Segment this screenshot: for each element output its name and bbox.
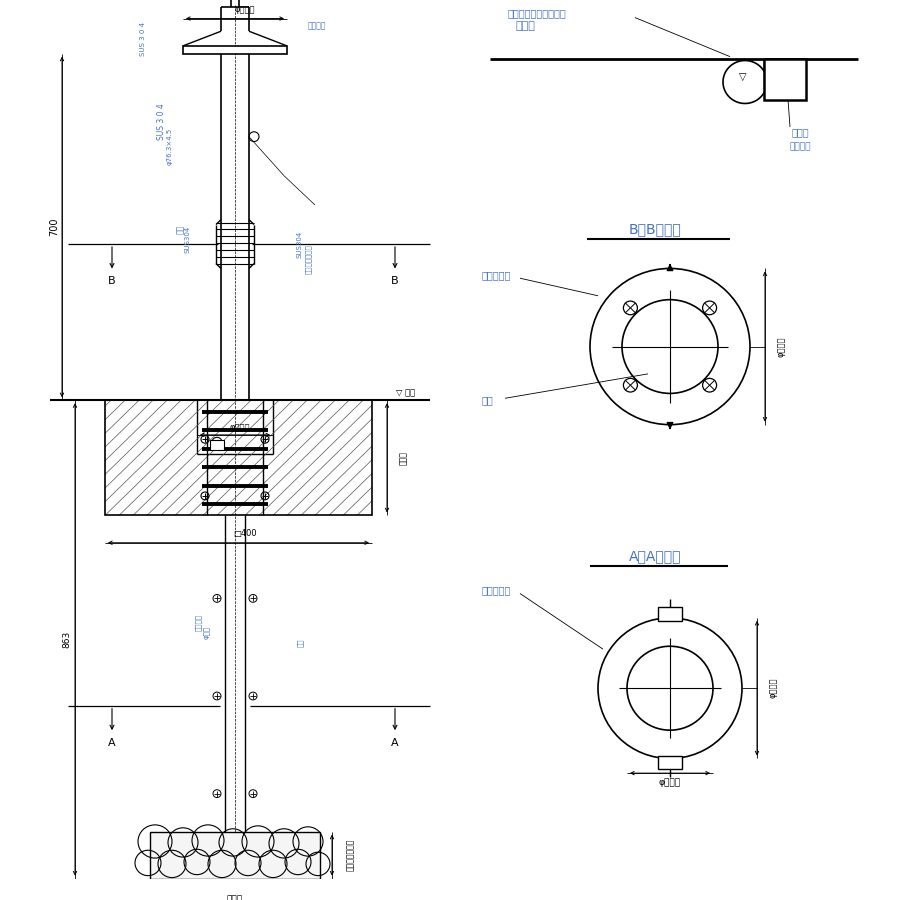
Text: ▽: ▽ xyxy=(739,72,747,82)
Text: SUS 3 0 4: SUS 3 0 4 xyxy=(158,104,166,140)
Text: ２８０: ２８０ xyxy=(399,451,408,464)
Text: A－A　断面: A－A 断面 xyxy=(629,549,681,563)
Text: φ１４０: φ１４０ xyxy=(235,5,256,14)
Bar xyxy=(183,46,287,54)
Text: アルミ鋳物: アルミ鋳物 xyxy=(482,586,511,596)
Text: B－B　矢視: B－B 矢視 xyxy=(628,222,681,237)
Text: SUS 3 0 4: SUS 3 0 4 xyxy=(140,22,146,56)
Text: １６０: １６０ xyxy=(227,896,243,900)
Text: ２５ｍｍ: ２５ｍｍ xyxy=(789,142,811,151)
Text: φ２０: φ２０ xyxy=(202,626,210,639)
Bar xyxy=(150,832,320,878)
Text: アルミ鋳物: アルミ鋳物 xyxy=(482,270,511,280)
Bar xyxy=(210,440,224,450)
Text: 支柱: 支柱 xyxy=(482,395,494,405)
Text: φ１６０: φ１６０ xyxy=(230,423,250,432)
Text: □400: □400 xyxy=(233,529,256,538)
Text: 外管: 外管 xyxy=(176,225,184,234)
Bar xyxy=(764,58,806,100)
Text: A: A xyxy=(392,738,399,748)
Text: 700: 700 xyxy=(49,217,59,236)
Text: A: A xyxy=(108,738,116,748)
Text: B: B xyxy=(392,276,399,286)
Text: 南京錠: 南京錠 xyxy=(791,127,809,137)
Bar xyxy=(658,756,682,770)
Text: クイックロック: クイックロック xyxy=(305,244,311,274)
Text: 鍵ピン内蔵式（バネ）: 鍵ピン内蔵式（バネ） xyxy=(508,8,567,18)
Text: ▽ ＧＬ: ▽ ＧＬ xyxy=(396,388,415,397)
Text: B: B xyxy=(108,276,116,286)
Text: 鋼管: 鋼管 xyxy=(297,638,303,646)
Text: SUS304: SUS304 xyxy=(297,230,303,257)
Text: 863: 863 xyxy=(62,631,71,648)
Text: φ１６０: φ１６０ xyxy=(769,678,778,698)
Text: １８０〜２００: １８０〜２００ xyxy=(346,839,355,871)
Bar xyxy=(658,608,682,621)
Text: φ１６０: φ１６０ xyxy=(777,337,786,356)
Text: SUS304: SUS304 xyxy=(185,226,191,253)
Text: 水抜き穴: 水抜き穴 xyxy=(194,615,202,631)
Bar xyxy=(105,400,372,516)
Text: φ76.3×4.5: φ76.3×4.5 xyxy=(167,128,173,165)
Text: キャップ: キャップ xyxy=(308,22,326,31)
Text: φ１０９: φ１０９ xyxy=(659,778,681,788)
Text: ＳＵＳ: ＳＵＳ xyxy=(516,22,536,32)
